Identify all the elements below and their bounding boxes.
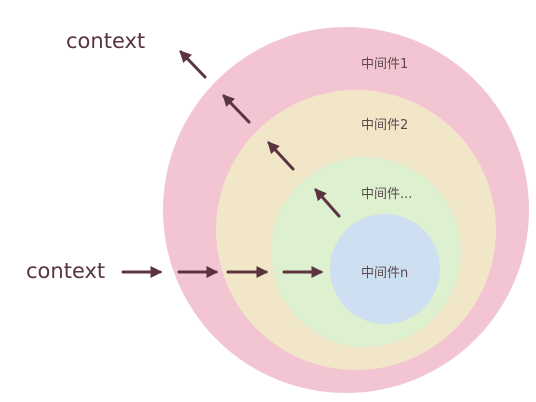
layer-1-label: 中间件1: [361, 57, 408, 72]
layer-n-label: 中间件n: [361, 266, 408, 281]
output-context-label: context: [66, 29, 145, 53]
outbound-arrow-1: [314, 188, 341, 218]
outbound-arrow-4: [179, 50, 207, 79]
input-context-label: context: [26, 259, 105, 283]
outbound-arrow-3: [222, 94, 251, 124]
layer-ellipsis-label: 中间件...: [361, 187, 412, 202]
layer-2-label: 中间件2: [361, 118, 408, 133]
outbound-arrow-2: [267, 141, 295, 171]
layer-n-circle: [330, 214, 440, 324]
